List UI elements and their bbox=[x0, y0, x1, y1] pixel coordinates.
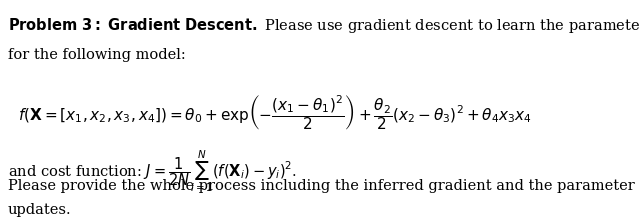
Text: updates.: updates. bbox=[8, 203, 71, 217]
Text: Please provide the whole process including the inferred gradient and the paramet: Please provide the whole process includi… bbox=[8, 179, 634, 193]
Text: $f(\mathbf{X} = [x_1, x_2, x_3, x_4]) = \theta_0 + \exp\!\left(-\dfrac{(x_1 - \t: $f(\mathbf{X} = [x_1, x_2, x_3, x_4]) = … bbox=[18, 93, 532, 132]
Text: and cost function: $J = \dfrac{1}{2N}\sum_{i=1}^{N}(f(\mathbf{X}_i) - y_i)^2$.: and cost function: $J = \dfrac{1}{2N}\su… bbox=[8, 148, 297, 194]
Text: for the following model:: for the following model: bbox=[8, 48, 186, 62]
Text: $\mathbf{Problem\ 3:\ Gradient\ Descent.}$ Please use gradient descent to learn : $\mathbf{Problem\ 3:\ Gradient\ Descent.… bbox=[8, 16, 640, 35]
